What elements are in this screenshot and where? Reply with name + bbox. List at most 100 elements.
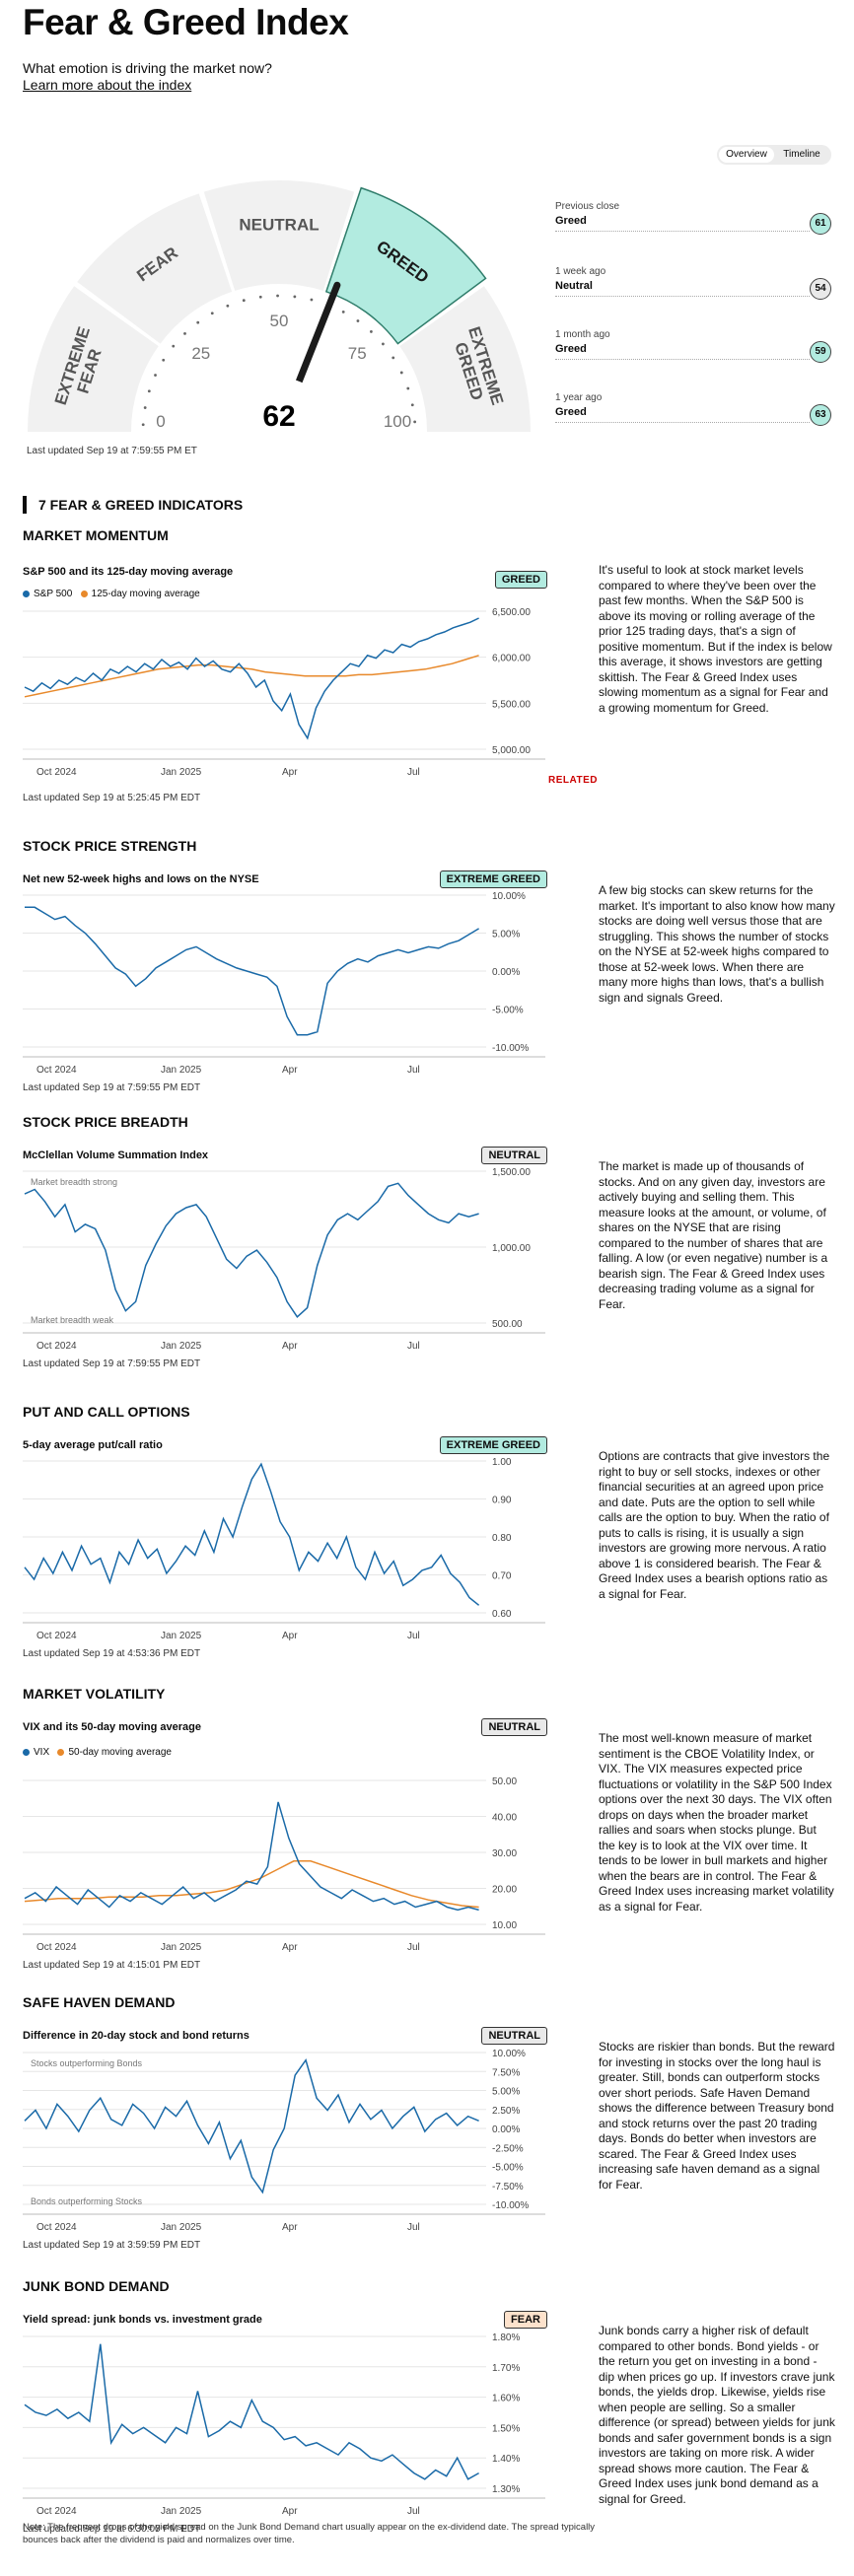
annotation-weak: Bonds outperforming Stocks: [31, 2196, 143, 2206]
indicator-title: MARKET MOMENTUM: [23, 527, 169, 543]
y-tick-label: 0.00%: [492, 2124, 520, 2135]
gauge-dot: [183, 331, 186, 335]
indicator-description: It's useful to look at stock market leve…: [599, 563, 832, 715]
y-tick-label: 5,500.00: [492, 699, 531, 710]
indicator-chart: 10.00% 7.50% 5.00% 2.50% 0.00% -2.50% -5.00% -7…: [23, 2049, 545, 2233]
x-tick-label: Oct 2024: [36, 2506, 77, 2517]
rating-badge: NEUTRAL: [481, 2027, 547, 2045]
tab-overview[interactable]: Overview: [719, 147, 774, 163]
legend-dot-blue: [23, 1748, 30, 1756]
gauge-value: 62: [262, 400, 295, 433]
gauge-tick: 0: [156, 412, 165, 431]
annotation-weak: Market breadth weak: [31, 1315, 114, 1325]
series-line: [24, 617, 479, 740]
history-score-badge: 63: [810, 404, 831, 426]
gauge-segment-extreme-fear: [28, 286, 159, 432]
y-tick-label: 1.50%: [492, 2423, 520, 2434]
gauge-dot: [356, 319, 360, 322]
indicator-chart: 1.00 0.90 0.80 0.70 0.60 Oct 2024 Jan 2025 Apr J…: [23, 1457, 545, 1641]
history-label: 1 week ago: [555, 266, 606, 277]
x-tick-label: Jul: [407, 2506, 420, 2517]
y-tick-label: 6,500.00: [492, 607, 531, 618]
gauge-dot: [399, 371, 403, 375]
view-toggle: Overview Timeline: [717, 145, 831, 165]
x-tick-label: Jan 2025: [161, 2222, 202, 2233]
y-tick-label: 1.40%: [492, 2454, 520, 2465]
x-tick-label: Jul: [407, 767, 420, 778]
y-tick-label: 0.70: [492, 1571, 512, 1582]
gauge-tick: 25: [191, 344, 210, 363]
history-rating: Greed: [555, 343, 587, 355]
history-score-badge: 59: [810, 341, 831, 363]
rating-badge: EXTREME GREED: [439, 870, 547, 888]
chart-label: McClellan Volume Summation Index: [23, 1149, 209, 1161]
y-tick-label: 5,000.00: [492, 745, 531, 756]
x-tick-label: Oct 2024: [36, 1065, 77, 1076]
history-rating: Greed: [555, 406, 587, 418]
indicator-description: The most well-known measure of market se…: [599, 1731, 834, 1914]
legend-item: S&P 500: [34, 589, 73, 599]
chart-label: Yield spread: junk bonds vs. investment …: [23, 2314, 262, 2326]
gauge-hub: [225, 378, 333, 439]
y-tick-label: -2.50%: [492, 2143, 524, 2154]
gauge-dot: [143, 406, 147, 409]
gauge-label-neutral: NEUTRAL: [239, 216, 319, 235]
y-tick-label: 0.90: [492, 1496, 512, 1506]
x-tick-label: Oct 2024: [36, 1631, 77, 1641]
tab-timeline[interactable]: Timeline: [783, 149, 820, 160]
indicator-description: Options are contracts that give investor…: [599, 1449, 830, 1601]
indicator-title: MARKET VOLATILITY: [23, 1686, 166, 1702]
history-row: 1 month ago Greed 59: [555, 329, 831, 369]
history-divider: [555, 296, 810, 297]
history-divider: [555, 231, 810, 232]
gauge-dot: [162, 358, 166, 362]
learn-more-link[interactable]: Learn more about the index: [23, 77, 192, 93]
gauge-dot: [196, 320, 200, 324]
gauge-dot: [293, 295, 297, 299]
y-tick-label: 6,000.00: [492, 654, 531, 664]
chart-label: S&P 500 and its 125-day moving average: [23, 566, 234, 578]
gauge-dot: [406, 386, 410, 390]
history-rating: Neutral: [555, 280, 593, 292]
y-tick-label: -10.00%: [492, 1043, 529, 1054]
gauge-dot: [391, 356, 395, 360]
y-tick-label: 10.00%: [492, 2049, 526, 2059]
gauge-tick: 100: [384, 412, 411, 431]
indicator-chart: 50.00 40.00 30.00 20.00 10.00 Oct 2024 Jan 202…: [23, 1776, 545, 1953]
x-tick-label: Jul: [407, 1631, 420, 1641]
history-rating: Greed: [555, 215, 587, 227]
y-tick-label: 10.00: [492, 1920, 517, 1931]
x-tick-label: Apr: [282, 2222, 298, 2233]
rating-badge: NEUTRAL: [481, 1718, 547, 1736]
gauge-dot: [172, 344, 176, 348]
gauge-dot: [154, 374, 157, 377]
gauge-dot: [276, 294, 279, 298]
chart-label: 5-day average put/call ratio: [23, 1439, 163, 1451]
x-tick-label: Jan 2025: [161, 1942, 202, 1953]
x-tick-label: Apr: [282, 2506, 298, 2517]
indicator-updated: Last updated Sep 19 at 3:59:59 PM EDT: [23, 2240, 201, 2251]
annotation-strong: Market breadth strong: [31, 1177, 117, 1187]
x-tick-label: Jan 2025: [161, 767, 202, 778]
gauge-segment-greed: [324, 186, 487, 345]
y-tick-label: -7.50%: [492, 2182, 524, 2193]
gauge-dot: [341, 310, 345, 313]
legend-dot-orange: [57, 1748, 65, 1756]
x-tick-label: Apr: [282, 1631, 298, 1641]
y-tick-label: 20.00: [492, 1885, 517, 1896]
x-tick-label: Oct 2024: [36, 1942, 77, 1953]
history-row: 1 year ago Greed 63: [555, 392, 831, 432]
indicator-title: STOCK PRICE BREADTH: [23, 1114, 188, 1130]
x-tick-label: Apr: [282, 1942, 298, 1953]
related-label[interactable]: RELATED: [548, 775, 598, 786]
history-score-badge: 61: [810, 213, 831, 235]
y-tick-label: 1.30%: [492, 2484, 520, 2495]
indicator-title: PUT AND CALL OPTIONS: [23, 1404, 190, 1420]
gauge-dot: [382, 342, 385, 346]
junk-bond-note: Note: The frequent drops of the yield sp…: [23, 2522, 596, 2545]
history-label: Previous close: [555, 201, 620, 212]
x-tick-label: Apr: [282, 1065, 298, 1076]
y-tick-label: 1.80%: [492, 2332, 520, 2343]
y-tick-label: 5.00%: [492, 930, 520, 940]
gauge-updated: Last updated Sep 19 at 7:59:55 PM ET: [27, 446, 197, 456]
